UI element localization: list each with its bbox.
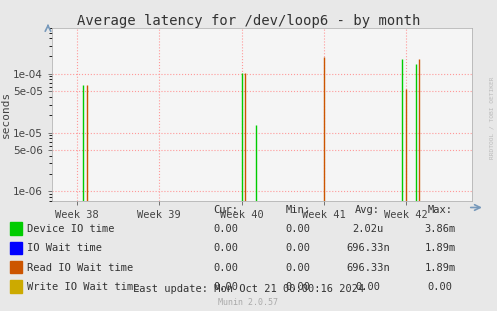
- Text: 0.00: 0.00: [214, 224, 239, 234]
- Text: 0.00: 0.00: [286, 282, 311, 292]
- Text: Write IO Wait time: Write IO Wait time: [27, 282, 140, 292]
- Text: 1.89m: 1.89m: [424, 263, 455, 273]
- Text: Device IO time: Device IO time: [27, 224, 115, 234]
- Text: Max:: Max:: [427, 205, 452, 215]
- Text: 0.00: 0.00: [286, 224, 311, 234]
- Text: 0.00: 0.00: [355, 282, 380, 292]
- Text: Cur:: Cur:: [214, 205, 239, 215]
- Text: 0.00: 0.00: [214, 244, 239, 253]
- Text: 696.33n: 696.33n: [346, 263, 390, 273]
- Text: Average latency for /dev/loop6 - by month: Average latency for /dev/loop6 - by mont…: [77, 14, 420, 28]
- Text: 0.00: 0.00: [286, 244, 311, 253]
- Text: Avg:: Avg:: [355, 205, 380, 215]
- Text: Last update: Mon Oct 21 00:00:16 2024: Last update: Mon Oct 21 00:00:16 2024: [133, 284, 364, 294]
- Text: Min:: Min:: [286, 205, 311, 215]
- Text: Munin 2.0.57: Munin 2.0.57: [219, 298, 278, 307]
- Text: IO Wait time: IO Wait time: [27, 244, 102, 253]
- Text: 0.00: 0.00: [286, 263, 311, 273]
- Text: 0.00: 0.00: [214, 263, 239, 273]
- Text: 2.02u: 2.02u: [352, 224, 383, 234]
- Text: 0.00: 0.00: [214, 282, 239, 292]
- Text: Read IO Wait time: Read IO Wait time: [27, 263, 134, 273]
- Y-axis label: seconds: seconds: [0, 91, 10, 138]
- Text: 696.33n: 696.33n: [346, 244, 390, 253]
- Text: 1.89m: 1.89m: [424, 244, 455, 253]
- Text: RRDTOOL / TOBI OETIKER: RRDTOOL / TOBI OETIKER: [490, 77, 495, 160]
- Text: 3.86m: 3.86m: [424, 224, 455, 234]
- Text: 0.00: 0.00: [427, 282, 452, 292]
